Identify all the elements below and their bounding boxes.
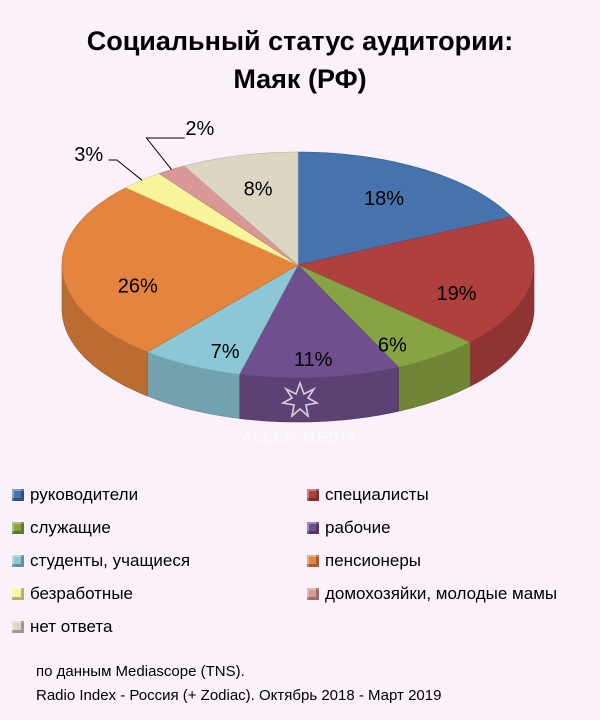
legend-swatch [307,489,319,501]
data-label-руководители: 18% [364,188,404,210]
legend-swatch [307,555,319,567]
pie-slice-студенты-учащиеся[interactable] [146,264,299,375]
data-label-домохозяйки-молодые-мамы: 2% [185,118,214,140]
legend-label: рабочие [325,518,391,537]
data-label-пенсионеры: 26% [118,275,158,297]
legend-item-руководители: руководители [12,484,307,506]
pie-slice-пенсионеры[interactable] [61,187,299,353]
pie-slice-безработные[interactable] [125,173,299,266]
pie-slice-домохозяйки-молодые-мамы[interactable] [158,165,299,266]
legend-label: пенсионеры [325,551,422,570]
legend-label: домохозяйки, молодые мамы [325,584,558,603]
legend-item-нет-ответа: нет ответа [12,616,307,638]
legend-swatch [307,522,319,534]
legend-swatch [12,522,24,534]
legend-swatch [12,621,24,633]
legend-label: безработные [30,584,133,603]
watermark: ALLEN MEDIA [242,380,358,446]
source-note: по данным Mediascope (TNS). Radio Index … [36,660,441,708]
chart-legend: руководители специалисты служащие рабочие ст… [12,484,600,638]
pie-slice-служащие[interactable] [297,264,471,368]
legend-item-пенсионеры: пенсионеры [307,550,597,572]
pie-slice-нет-ответа[interactable] [183,151,299,266]
legend-item-специалисты: специалисты [307,484,597,506]
legend-swatch [307,588,319,600]
legend-item-домохозяйки-молодые-мамы: домохозяйки, молодые мамы [307,583,597,605]
source-line1: по данным Mediascope (TNS). [36,663,245,680]
legend-swatch [12,588,24,600]
data-label-безработные: 3% [74,144,103,166]
data-label-служащие: 6% [378,334,407,356]
leader-line-безработные [108,159,143,181]
data-label-специалисты: 19% [436,283,476,305]
legend-item-рабочие: рабочие [307,517,597,539]
pie-chart: 18% 19% 6% 11% 7% 26% 3% 2% 8% ALLEN MEDIA [61,118,535,446]
legend-label: руководители [30,485,139,504]
data-label-студенты-учащиеся: 7% [211,341,240,363]
chart-title-line1: Социальный статус аудитории: [86,26,514,56]
pie-slice-руководители[interactable] [297,151,513,266]
legend-label: нет ответа [30,617,113,636]
watermark-star-icon [280,380,320,419]
chart-title-line2: Маяк (РФ) [233,64,367,94]
watermark-text: ALLEN MEDIA [242,429,358,446]
source-line2: Radio Index - Россия (+ Zodiac). Октябрь… [36,687,442,704]
chart-title: Социальный статус аудитории: Маяк (РФ) [0,22,600,98]
data-label-рабочие: 11% [294,349,333,371]
legend-swatch [12,489,24,501]
legend-item-служащие: служащие [12,517,307,539]
pie-slice-рабочие[interactable] [238,264,400,379]
legend-item-студенты-учащиеся: студенты, учащиеся [12,550,307,572]
leader-line-домохозяйки-молодые-мамы [145,137,185,170]
data-label-нет-ответа: 8% [244,178,273,200]
legend-label: студенты, учащиеся [30,551,191,570]
legend-label: служащие [30,518,111,537]
legend-swatch [12,555,24,567]
pie-slice-специалисты[interactable] [297,216,535,343]
legend-item-безработные: безработные [12,583,307,605]
legend-label: специалисты [325,485,429,504]
